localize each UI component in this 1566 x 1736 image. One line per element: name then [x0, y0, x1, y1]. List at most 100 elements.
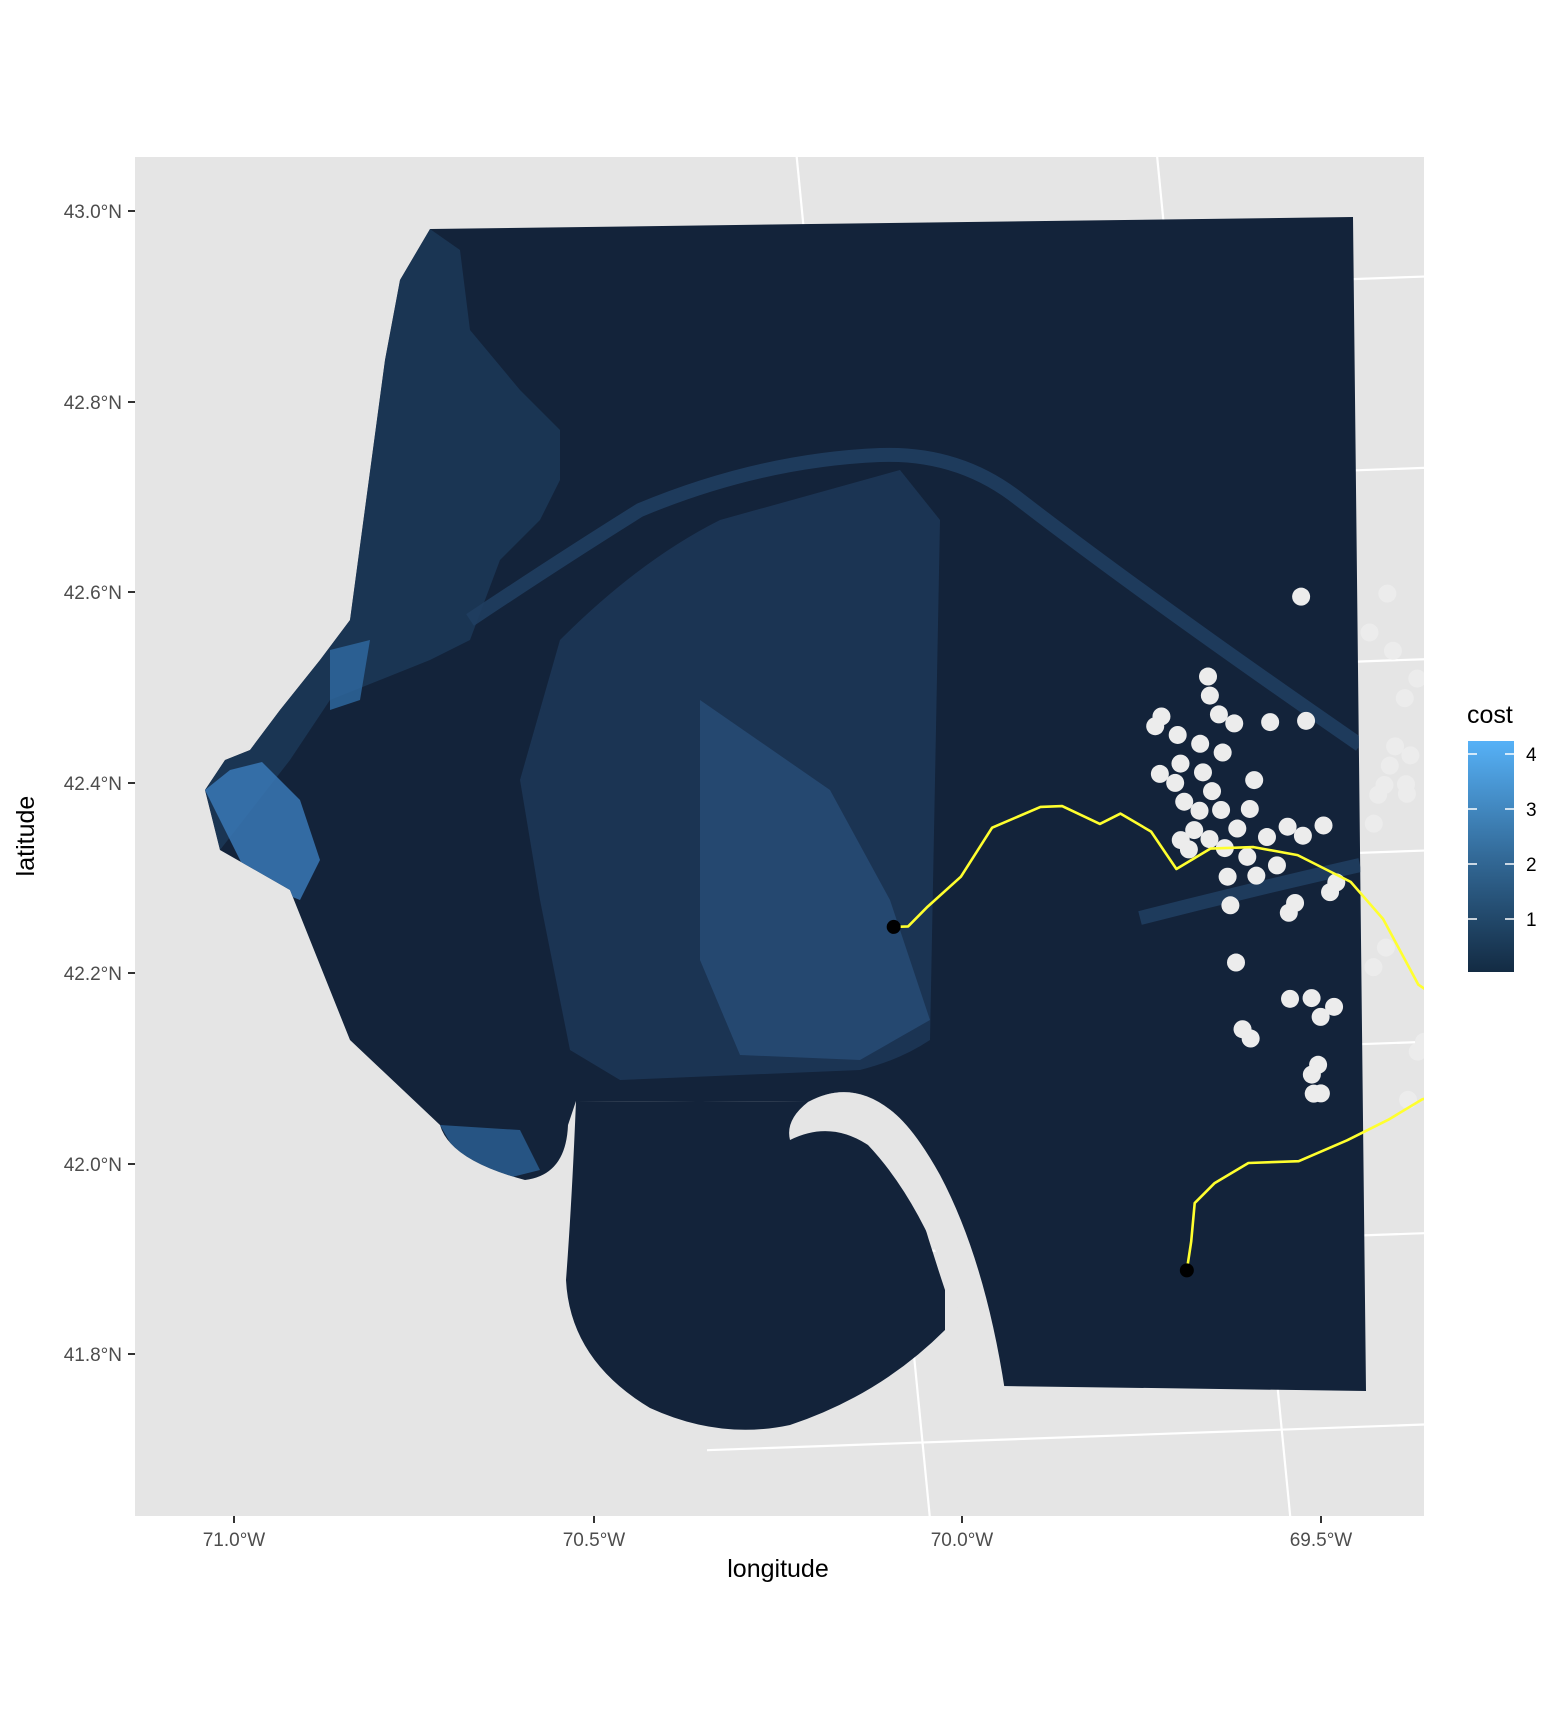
coastal-inlets-north: [330, 640, 370, 710]
legend-break-label: 3: [1526, 800, 1537, 821]
y-tick-label: 42.4°N: [64, 774, 122, 795]
obstacle-point: [1475, 983, 1493, 1001]
y-tick-label: 43.0°N: [64, 202, 122, 223]
obstacle-point: [1168, 725, 1187, 744]
obstacle-point: [1376, 938, 1395, 957]
obstacle-point: [1302, 989, 1321, 1008]
obstacle-point: [1200, 686, 1219, 705]
obstacle-point: [1166, 773, 1185, 792]
obstacle-point: [1395, 689, 1414, 708]
obstacle-point: [1212, 800, 1231, 819]
obstacle-point: [1200, 830, 1219, 849]
obstacle-point: [1302, 1065, 1321, 1084]
obstacle-point: [1261, 713, 1280, 732]
route-line: [1185, 1097, 1424, 1271]
obstacle-point: [1150, 764, 1169, 783]
y-tick-label: 42.2°N: [64, 964, 122, 985]
obstacle-point: [1247, 866, 1266, 885]
obstacle-point: [1397, 784, 1416, 803]
obstacle-point: [1171, 754, 1190, 773]
obstacle-point: [1218, 867, 1237, 886]
nearshore-band: [205, 229, 560, 850]
obstacle-point: [1279, 903, 1298, 922]
obstacle-point: [1364, 958, 1383, 977]
obstacle-point: [1493, 1021, 1511, 1039]
obstacle-point: [1175, 792, 1194, 811]
y-tick-label: 42.6°N: [64, 583, 122, 604]
route-line: [893, 804, 1424, 991]
obstacle-point: [1238, 847, 1257, 866]
obstacle-point: [1462, 1069, 1480, 1087]
obstacle-point: [1213, 743, 1232, 762]
cost-raster: [205, 217, 1366, 1430]
obstacle-point: [1240, 799, 1259, 818]
x-tick-label: 71.0°W: [203, 1530, 266, 1551]
obstacle-point: [1292, 587, 1311, 606]
y-tick-label: 42.0°N: [64, 1155, 122, 1176]
obstacle-point: [1257, 828, 1276, 847]
y-tick-label: 41.8°N: [64, 1345, 122, 1366]
parallel-line: [706, 1423, 1424, 1452]
obstacle-point: [1185, 821, 1204, 840]
obstacle-point: [1203, 782, 1222, 801]
cape-cod-land: [789, 1092, 1005, 1391]
obstacle-point: [1401, 746, 1420, 765]
obstacle-point: [1386, 737, 1405, 756]
routes: [893, 804, 1424, 1271]
legend-title: cost: [1467, 701, 1513, 729]
y-axis: 43.0°N 42.8°N 42.6°N 42.4°N 42.2°N 42.0°N 41.8…: [64, 202, 135, 1366]
legend: cost 4 3 2 1: [1467, 701, 1537, 972]
meridian-line: [1510, 82, 1566, 1703]
obstacle-point: [1325, 997, 1344, 1016]
obstacle-point: [1378, 584, 1397, 603]
obstacle-point: [1267, 856, 1286, 875]
obstacle-point: [1227, 953, 1246, 972]
y-axis-title: latitude: [12, 796, 40, 877]
obstacle-point: [1311, 1084, 1330, 1103]
obstacle-point: [1360, 623, 1379, 642]
port-marker: [886, 919, 901, 934]
x-axis: 71.0°W 70.5°W 70.0°W 69.5°W: [203, 1516, 1353, 1551]
obstacle-point: [1469, 993, 1487, 1011]
obstacle-point: [1146, 717, 1165, 736]
obstacle-point: [1278, 817, 1297, 836]
obstacle-point: [1383, 641, 1402, 660]
legend-break-label: 4: [1526, 745, 1537, 766]
obstacle-point: [1399, 1090, 1418, 1109]
x-tick-label: 70.0°W: [931, 1530, 994, 1551]
x-tick-label: 70.5°W: [563, 1530, 626, 1551]
x-tick-label: 69.5°W: [1290, 1530, 1353, 1551]
markers: [886, 919, 1194, 1278]
x-axis-title: longitude: [727, 1555, 828, 1583]
cape-cod-bay-raster: [566, 1092, 945, 1430]
obstacle-point: [1297, 711, 1316, 730]
obstacle-point: [1293, 826, 1312, 845]
obstacle-point: [1467, 1050, 1485, 1068]
obstacle-point: [1311, 1007, 1330, 1026]
obstacle-point: [1190, 801, 1209, 820]
obstacle-point: [1191, 734, 1210, 753]
obstacle-point: [1228, 819, 1247, 838]
obstacle-point: [1225, 714, 1244, 733]
obstacle-point: [1179, 840, 1198, 859]
legend-ticks: 4 3 2 1: [1468, 745, 1537, 931]
coastal-inlets: [205, 762, 320, 900]
legend-colorbar: [1468, 741, 1514, 972]
port-marker: [1179, 1263, 1194, 1278]
shipping-lane-zone: [700, 700, 930, 1060]
obstacle-point: [1364, 814, 1383, 833]
y-tick-label: 42.8°N: [64, 393, 122, 414]
obstacle-point: [1281, 989, 1300, 1008]
coastal-inlets-south: [440, 1125, 540, 1180]
obstacle-point: [1447, 1060, 1465, 1078]
obstacle-point: [1193, 763, 1212, 782]
obstacle-point: [1380, 756, 1399, 775]
obstacle-point: [1221, 896, 1240, 915]
obstacle-point: [1209, 705, 1228, 724]
obstacle-point: [1241, 1029, 1260, 1048]
obstacle-point: [1408, 669, 1424, 688]
obstacle-point: [1369, 785, 1388, 804]
obstacle-point: [1314, 816, 1333, 835]
obstacle-point: [1321, 883, 1340, 902]
